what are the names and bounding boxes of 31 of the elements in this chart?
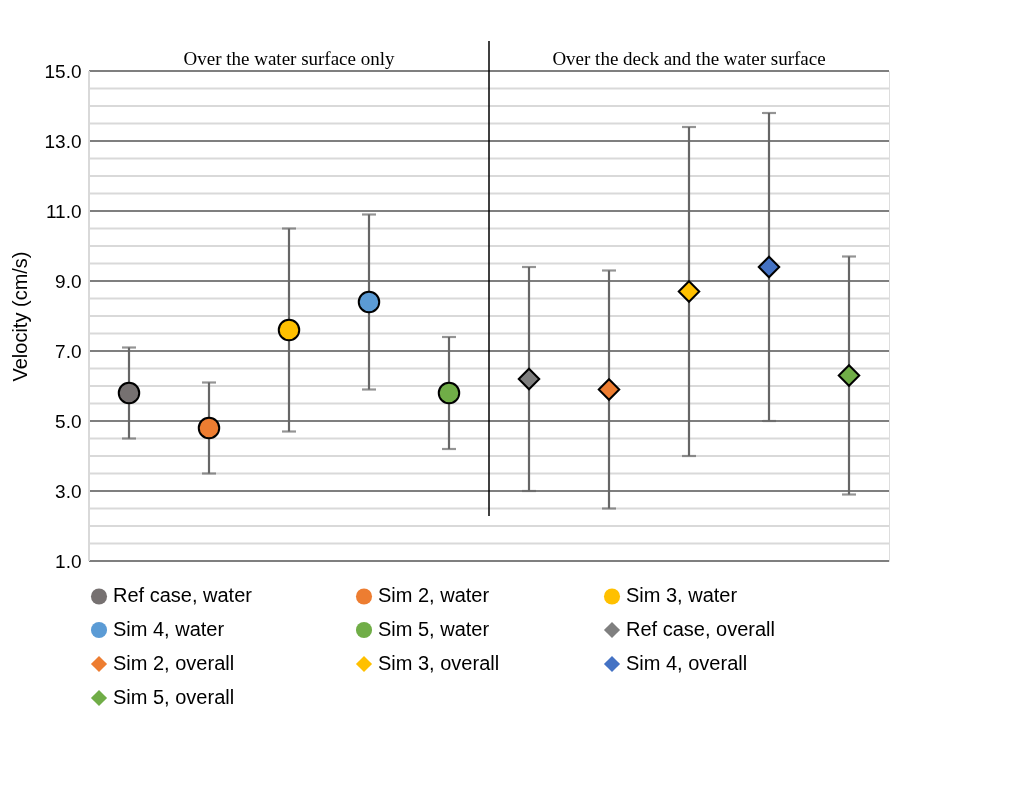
point xyxy=(277,318,301,342)
text: Over the deck and the water surface xyxy=(552,48,826,69)
point xyxy=(197,416,221,440)
legend-label: Ref case, water xyxy=(113,584,253,607)
y-axis-title: Velocity (cm/s) xyxy=(8,251,31,382)
point xyxy=(117,381,141,405)
point xyxy=(357,290,381,314)
y-tick-label: 9.0 xyxy=(55,270,82,292)
legend-label: Sim 2, water xyxy=(378,584,490,607)
legend-label: Sim 4, water xyxy=(113,618,225,640)
legend-label: Sim 5, overall xyxy=(113,686,235,708)
y-tick-label: 11.0 xyxy=(45,200,82,222)
legend-label: Ref case, overall xyxy=(626,618,775,640)
y-tick-label: 1.0 xyxy=(55,550,82,572)
point xyxy=(517,367,541,391)
y-tick-label: 5.0 xyxy=(55,410,82,432)
text: Over the water surface only xyxy=(183,48,396,69)
y-tick-label: 13.0 xyxy=(44,130,82,152)
point xyxy=(437,381,461,405)
y-tick-label: 7.0 xyxy=(55,340,82,362)
point xyxy=(597,378,621,401)
legend-label: Sim 2, overall xyxy=(113,652,235,674)
y-tick-label: 3.0 xyxy=(55,480,82,502)
point xyxy=(837,364,861,387)
legend-label: Sim 5, water xyxy=(378,618,490,640)
legend-label: Sim 4, overall xyxy=(626,652,748,674)
legend-label: Sim 3, overall xyxy=(378,652,500,674)
point xyxy=(757,255,781,279)
y-tick-label: 15.0 xyxy=(44,60,82,82)
legend-label: Sim 3, water xyxy=(626,584,738,607)
point xyxy=(677,280,701,303)
